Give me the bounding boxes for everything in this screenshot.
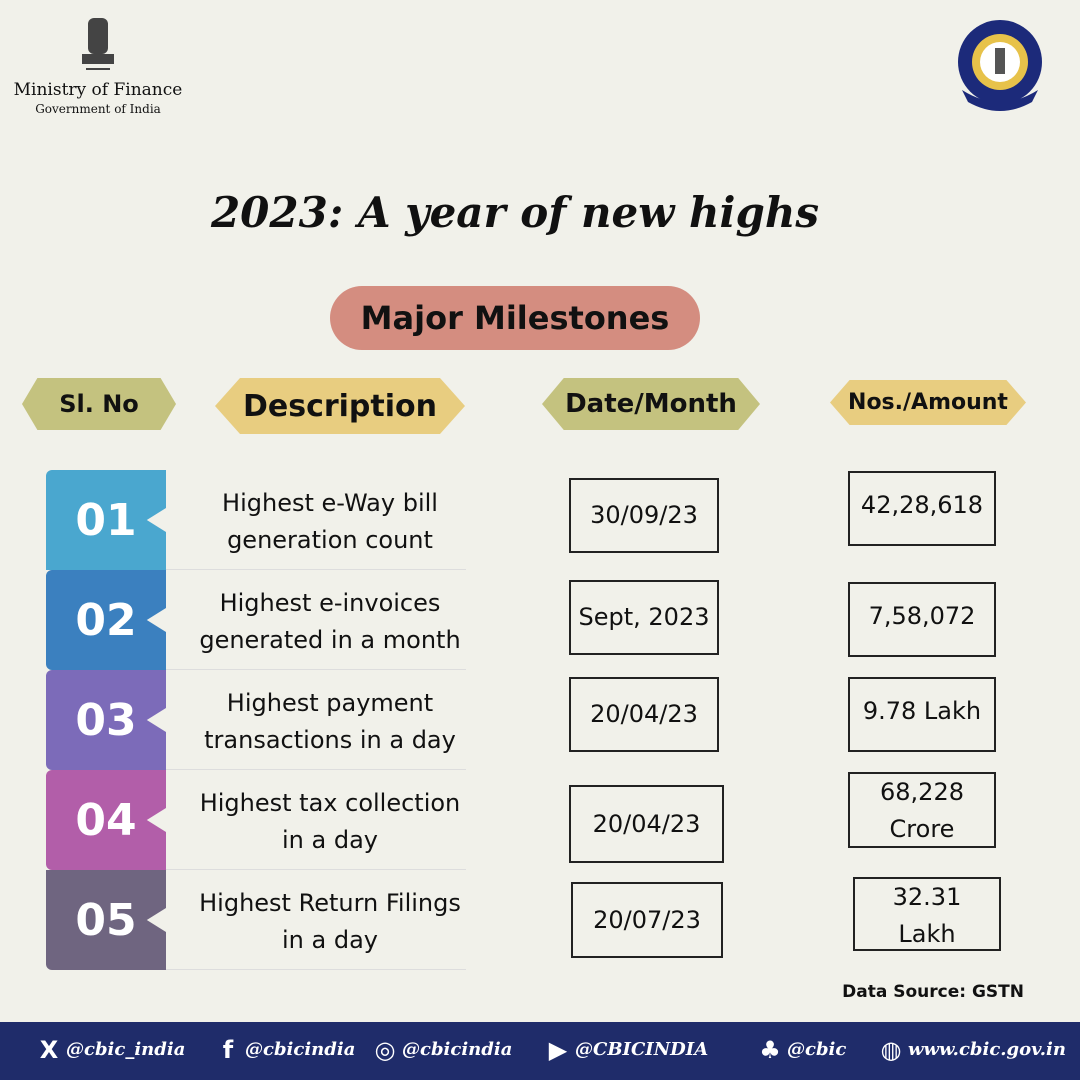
row-number: 05 (46, 870, 166, 970)
row-number: 03 (46, 670, 166, 770)
social-icon: ▶ (548, 1036, 568, 1064)
date-box: Sept, 2023 (569, 580, 719, 655)
description: Highest e-Way bill generation count (170, 485, 490, 559)
description-line: generation count (227, 526, 433, 554)
row-number: 02 (46, 570, 166, 670)
social-handle: @cbic_india (66, 1039, 186, 1060)
column-header: Sl. No (22, 378, 176, 430)
amount-line: 32.31 (892, 883, 962, 911)
social-handle: @CBICINDIA (575, 1039, 709, 1060)
social-icon: ◎ (374, 1036, 396, 1064)
row-line (166, 969, 466, 970)
row-line (166, 669, 466, 670)
social-handle: www.cbic.gov.in (908, 1039, 1066, 1060)
amount-line: Lakh (898, 920, 956, 948)
amount-box: 42,28,618 (848, 471, 996, 546)
amount-box: 32.31 Lakh (853, 877, 1001, 951)
amount-box: 68,228 Crore (848, 772, 996, 848)
column-header: Nos./Amount (830, 380, 1026, 425)
description-line: Highest Return Filings (199, 889, 461, 917)
description-line: in a day (282, 926, 378, 954)
date-box: 20/04/23 (569, 677, 719, 752)
emblem (82, 18, 114, 70)
amount-line: 9.78 Lakh (862, 697, 982, 725)
social-handle: @cbic (787, 1039, 847, 1060)
description-line: Highest tax collection (199, 789, 461, 817)
description-line: generated in a month (199, 626, 461, 654)
social-handle: @cbicindia (402, 1039, 513, 1060)
title: 2023: A year of new highs (210, 188, 820, 237)
amount-line: 7,58,072 (868, 602, 976, 630)
row-line (166, 569, 466, 570)
row-number: 04 (46, 770, 166, 870)
social-icon: ♣ (759, 1036, 781, 1064)
row-number: 01 (46, 470, 166, 570)
row-line (166, 769, 466, 770)
date-box: 20/07/23 (571, 882, 723, 958)
social-icon: f (222, 1036, 234, 1064)
date-box: 20/04/23 (569, 785, 724, 863)
amount-line: Crore (889, 815, 955, 843)
column-header: Description (215, 378, 465, 434)
amount-box: 7,58,072 (848, 582, 996, 657)
social-icon: X (39, 1036, 59, 1064)
social-icon: ◍ (880, 1036, 902, 1064)
cbic-logo (958, 20, 1042, 111)
row-line (166, 869, 466, 870)
source: Data Source: GSTN (842, 982, 1024, 1002)
ministry: Ministry of Finance (13, 80, 183, 100)
description: Highest e-invoices generated in a month (170, 585, 490, 659)
social-handle: @cbicindia (245, 1039, 356, 1060)
description: Highest payment transactions in a day (170, 685, 490, 759)
description-line: transactions in a day (204, 726, 456, 754)
footer: X @cbic_india f @cbicindia ◎ @cbicindia ▶ @CBIC… (0, 1022, 1080, 1080)
amount-line: 42,28,618 (860, 491, 984, 519)
amount-line: 68,228 (880, 778, 964, 806)
description-line: in a day (282, 826, 378, 854)
description-line: Highest e-Way bill (222, 489, 438, 517)
subtitle: Major Milestones (330, 286, 700, 350)
description-line: Highest payment (226, 689, 434, 717)
description: Highest tax collection in a day (170, 785, 490, 859)
government: Government of India (35, 102, 161, 116)
date-box: 30/09/23 (569, 478, 719, 553)
description-line: Highest e-invoices (219, 589, 441, 617)
column-header: Date/Month (542, 378, 760, 430)
amount-box: 9.78 Lakh (848, 677, 996, 752)
description: Highest Return Filings in a day (170, 885, 490, 959)
